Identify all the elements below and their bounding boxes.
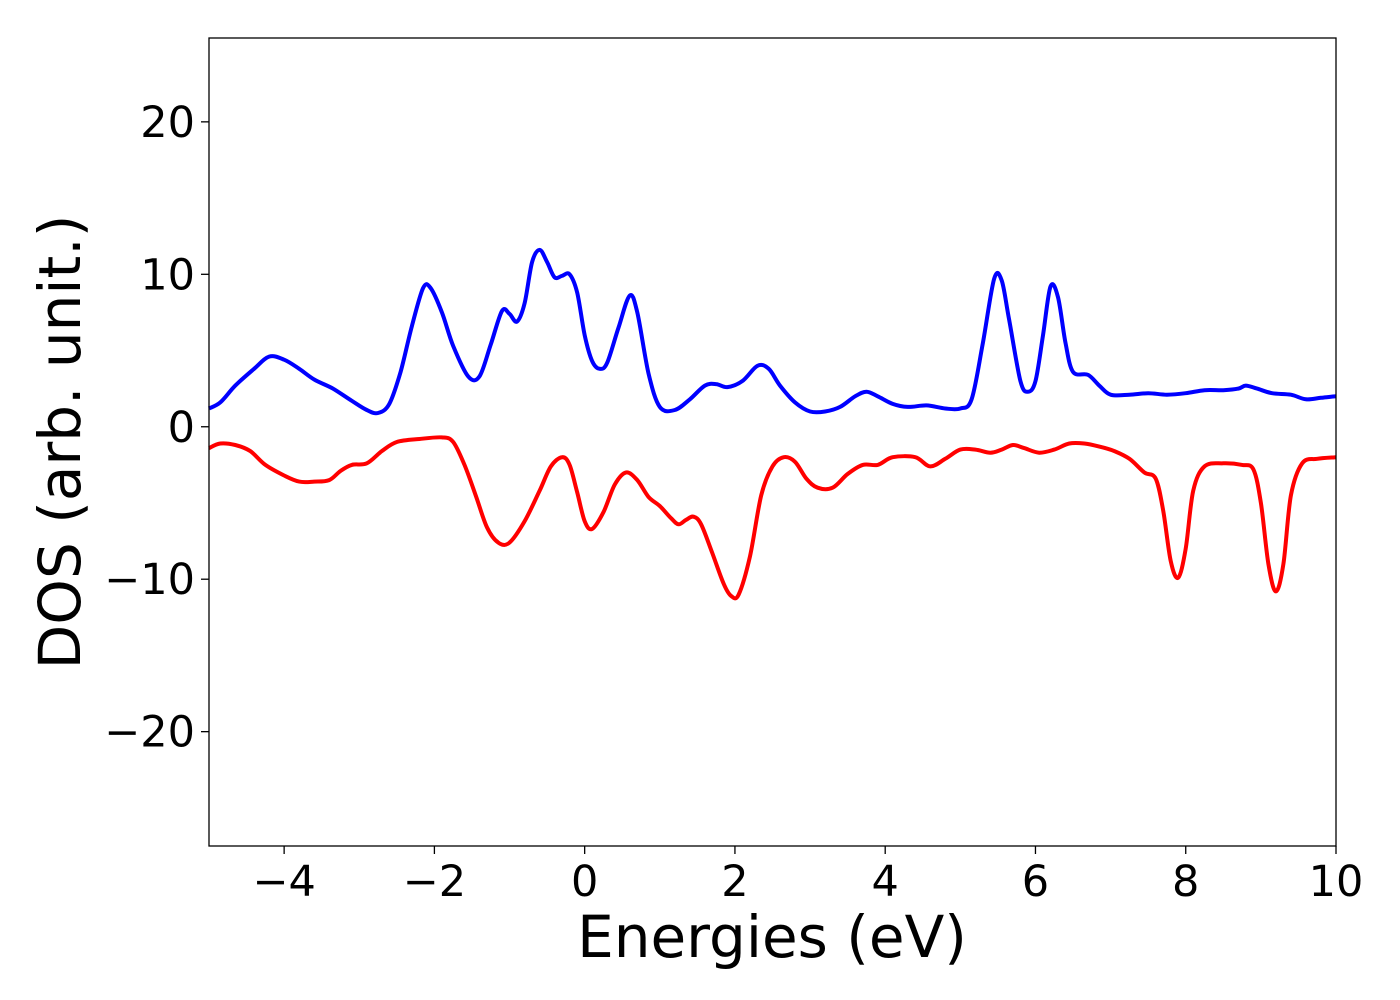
x-tick-label: −4 <box>252 857 315 907</box>
x-tick-label: 4 <box>872 857 899 907</box>
x-tick-label: 0 <box>571 857 598 907</box>
plot-frame <box>208 37 1337 847</box>
y-tick-label: 20 <box>140 98 195 148</box>
x-tick-label: 6 <box>1022 857 1049 907</box>
x-tick-label: 2 <box>721 857 748 907</box>
series-line-2 <box>208 435 1337 601</box>
x-tick-label: 8 <box>1172 857 1199 907</box>
y-axis: −20 −10 0 10 20 <box>104 98 209 758</box>
series-layer <box>207 247 1337 601</box>
x-tick-label: −2 <box>403 857 466 907</box>
x-tick-label: 10 <box>1309 857 1364 907</box>
x-axis-label: Energies (eV) <box>577 903 967 971</box>
x-axis: −4 −2 0 2 4 6 8 10 <box>252 846 1363 907</box>
y-tick-label: −20 <box>104 708 195 758</box>
y-tick-label: 10 <box>140 250 195 300</box>
y-axis-label: DOS (arb. unit.) <box>26 215 94 670</box>
plot-background <box>209 38 1336 846</box>
y-tick-label: 0 <box>168 403 195 453</box>
series-line-1 <box>207 247 1337 416</box>
y-tick-label: −10 <box>104 555 195 605</box>
